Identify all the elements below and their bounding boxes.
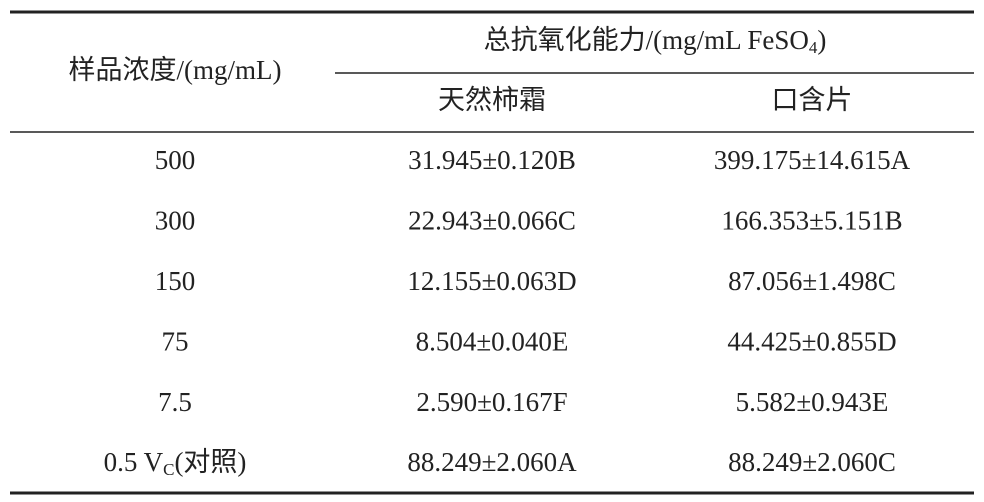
cell: 22.943±0.066C bbox=[408, 206, 576, 236]
sub-header: 天然柿霜 bbox=[438, 85, 546, 115]
cell-text: 0.5 V bbox=[104, 447, 164, 477]
group-header-tail: ) bbox=[817, 25, 826, 55]
group-header-sub: 4 bbox=[809, 38, 818, 57]
cell: 88.249±2.060C bbox=[728, 447, 896, 477]
cell: 8.504±0.040E bbox=[416, 326, 569, 356]
cell: 0.5 VC(对照) bbox=[104, 447, 247, 479]
cell: 44.425±0.855D bbox=[727, 326, 896, 356]
cell: 5.582±0.943E bbox=[736, 387, 889, 417]
cell-sub: C bbox=[163, 460, 174, 479]
cell: 500 bbox=[155, 145, 196, 175]
cell: 399.175±14.615A bbox=[714, 145, 911, 175]
cell: 12.155±0.063D bbox=[407, 266, 576, 296]
cell: 87.056±1.498C bbox=[728, 266, 896, 296]
cell: 7.5 bbox=[158, 387, 192, 417]
cell: 75 bbox=[162, 326, 189, 356]
cell: 88.249±2.060A bbox=[407, 447, 577, 477]
cell-tail: (对照) bbox=[174, 447, 246, 477]
cell: 150 bbox=[155, 266, 196, 296]
cell: 300 bbox=[155, 206, 196, 236]
cell: 2.590±0.167F bbox=[416, 387, 567, 417]
cell: 31.945±0.120B bbox=[408, 145, 576, 175]
cell: 166.353±5.151B bbox=[721, 206, 902, 236]
row-header: 样品浓度/(mg/mL) bbox=[69, 55, 282, 85]
group-header: 总抗氧化能力/(mg/mL FeSO4) bbox=[484, 25, 827, 57]
sub-header: 口含片 bbox=[772, 85, 853, 115]
group-header-text: 总抗氧化能力/(mg/mL FeSO bbox=[484, 25, 809, 55]
